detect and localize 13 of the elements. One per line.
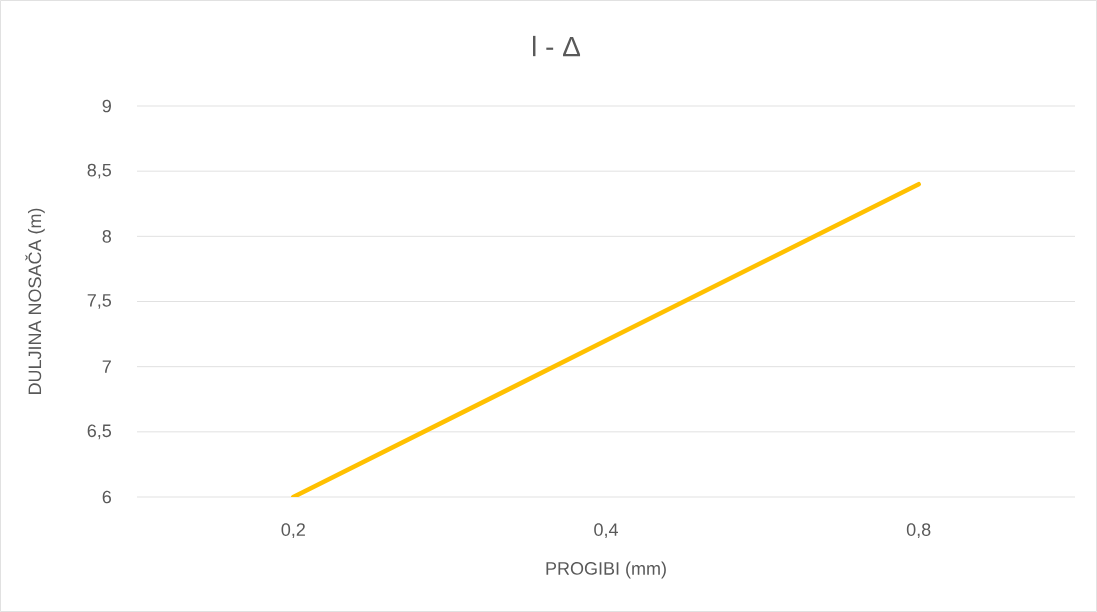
x-tick-label: 0,2 [281, 523, 305, 539]
y-tick-label: 9 [102, 99, 111, 113]
y-tick-label: 8,5 [87, 163, 112, 179]
y-tick-label: 6 [102, 490, 112, 504]
y-tick-label: 8 [102, 229, 112, 243]
chart-title: l - Δ [532, 35, 581, 57]
x-tick-label: 0,8 [906, 523, 931, 539]
y-tick-label: 7 [102, 360, 111, 373]
y-tick-label: 7,5 [87, 294, 112, 309]
x-tick-label: 0,4 [594, 523, 618, 539]
y-tick-label: 6,5 [87, 424, 112, 440]
x-axis-title: PROGIBI (mm) [546, 561, 666, 579]
y-axis-title: DULJINA NOSAČA (m) [25, 208, 45, 395]
